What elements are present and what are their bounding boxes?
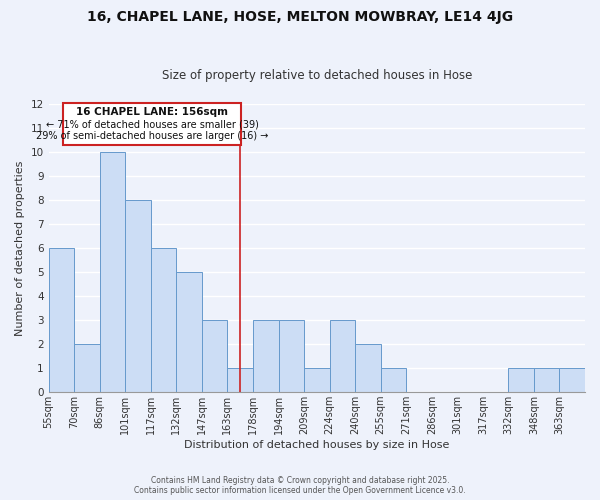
Bar (355, 344, 380, 392)
Bar (49, 248, 74, 392)
Bar (559, 368, 585, 392)
Bar (253, 320, 278, 392)
Bar (100, 152, 125, 392)
Bar (304, 368, 329, 392)
Bar (534, 368, 559, 392)
Text: 16 CHAPEL LANE: 156sqm: 16 CHAPEL LANE: 156sqm (76, 107, 228, 117)
Bar (329, 320, 355, 392)
Bar (176, 272, 202, 392)
X-axis label: Distribution of detached houses by size in Hose: Distribution of detached houses by size … (184, 440, 449, 450)
Text: Contains HM Land Registry data © Crown copyright and database right 2025.
Contai: Contains HM Land Registry data © Crown c… (134, 476, 466, 495)
Bar (74, 344, 100, 392)
Bar (380, 368, 406, 392)
Text: ← 71% of detached houses are smaller (39): ← 71% of detached houses are smaller (39… (46, 120, 259, 130)
Bar (151, 248, 176, 392)
Bar (508, 368, 534, 392)
Text: 16, CHAPEL LANE, HOSE, MELTON MOWBRAY, LE14 4JG: 16, CHAPEL LANE, HOSE, MELTON MOWBRAY, L… (87, 10, 513, 24)
Bar (202, 320, 227, 392)
Text: 29% of semi-detached houses are larger (16) →: 29% of semi-detached houses are larger (… (36, 132, 268, 141)
Y-axis label: Number of detached properties: Number of detached properties (15, 160, 25, 336)
Bar (125, 200, 151, 392)
Bar (278, 320, 304, 392)
Bar (227, 368, 253, 392)
FancyBboxPatch shape (63, 103, 241, 145)
Title: Size of property relative to detached houses in Hose: Size of property relative to detached ho… (161, 69, 472, 82)
